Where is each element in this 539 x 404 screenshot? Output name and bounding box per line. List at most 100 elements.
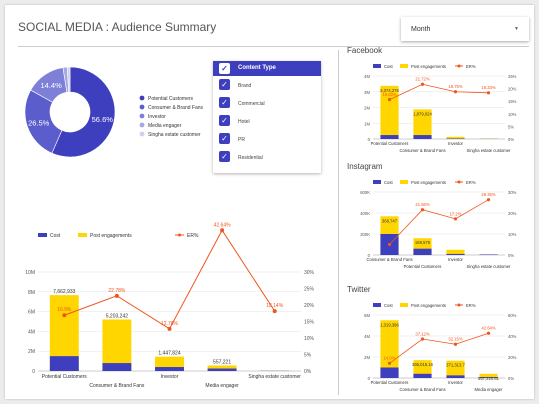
y-tick-label: 3M (364, 90, 370, 95)
instagram-section-title: Instagram (347, 162, 383, 171)
y2-tick-label: 20% (508, 211, 517, 216)
filter-item-pr[interactable]: ✓ PR (213, 130, 321, 148)
x-category-label: Investor (448, 257, 464, 262)
er-value-label: 18.75% (448, 84, 462, 89)
period-dropdown[interactable]: Month ▼ (401, 17, 529, 41)
pie-legend-label: Consumer & Brand Fans (148, 105, 204, 111)
content-type-header[interactable]: ✓ Content Type (213, 61, 321, 76)
y-tick-label: 400K (360, 211, 370, 216)
y-tick-label: 4M (28, 329, 35, 335)
er-point (420, 337, 425, 341)
legend-er-marker (457, 64, 461, 68)
x-category-label: Potential Customers (371, 141, 409, 146)
y2-tick-label: 40% (508, 334, 517, 339)
er-value-label: 15.63% (382, 92, 396, 97)
bar-value-label: 371,313.7 (446, 363, 465, 368)
er-value-label: 12.78% (161, 321, 179, 327)
filter-item-commercial[interactable]: ✓ Commercial (213, 94, 321, 112)
checkbox-icon[interactable]: ✓ (219, 79, 230, 90)
checkbox-icon[interactable]: ✓ (219, 133, 230, 144)
legend-cost-swatch (373, 64, 381, 68)
er-value-label: 17.2% (450, 211, 462, 216)
er-point (114, 293, 119, 298)
y-tick-label: 200K (360, 232, 370, 237)
content-type-filter: ✓ Content Type ✓ Brand ✓ Commercial ✓ Hotel… (213, 61, 321, 173)
bar-value-label: 7,662,933 (53, 289, 75, 295)
x-category-label: Singha estate customer (467, 264, 512, 269)
checkbox-icon[interactable]: ✓ (219, 97, 230, 108)
engagement-bar (380, 320, 399, 378)
cost-bar (413, 135, 432, 139)
y-tick-label: 4M (364, 74, 370, 79)
pie-slice (66, 66, 71, 93)
er-point (220, 228, 225, 233)
checkbox-icon[interactable]: ✓ (219, 115, 230, 126)
engagement-bar (413, 109, 432, 139)
legend-cost-swatch (373, 303, 381, 307)
er-point (486, 198, 491, 202)
filter-item-hotel[interactable]: ✓ Hotel (213, 112, 321, 130)
y2-tick-label: 10% (508, 232, 517, 237)
chevron-down-icon[interactable]: ▼ (514, 26, 519, 32)
engagement-bar (446, 360, 465, 378)
y2-tick-label: 5% (508, 124, 514, 129)
legend-cost-label: Cost (384, 303, 393, 308)
er-line (389, 83, 489, 100)
er-point (387, 361, 392, 365)
pie-slice-label: 14.4% (40, 81, 62, 90)
twitter-combo-chart: Cost Post engagements ER% 0 2M 4M 6M 0% 20% 40% 60… (364, 303, 517, 392)
er-value-label: 32.15% (448, 337, 462, 342)
column-divider (338, 50, 339, 395)
engagement-bar (380, 85, 399, 139)
er-value-label: 37.12% (415, 331, 429, 336)
y-tick-label: 4M (364, 334, 370, 339)
x-category-label: Singha estate customer (467, 148, 512, 153)
bar-value-label: 3,374,276 (380, 88, 399, 93)
filter-item-label: Residential (238, 155, 263, 161)
filter-item-brand[interactable]: ✓ Brand (213, 76, 321, 94)
pie-legend-label: Media engager (148, 123, 182, 129)
er-point (387, 242, 392, 247)
y2-tick-label: 15% (508, 99, 517, 104)
x-category-label: Investor (448, 141, 464, 146)
legend-dot (139, 131, 145, 137)
bar-value-label: 557,221 (213, 359, 231, 365)
engagement-bar (207, 365, 237, 371)
y2-tick-label: 0% (508, 376, 514, 381)
er-value-label: 21.72% (415, 77, 429, 82)
y2-tick-label: 10% (508, 112, 517, 117)
er-point (387, 98, 392, 102)
engagement-bar (479, 373, 498, 378)
legend-er-marker (457, 180, 461, 184)
checkbox-icon[interactable]: ✓ (219, 151, 230, 162)
bar-value-label: 1,319,396 (380, 322, 399, 327)
er-point (420, 208, 425, 212)
dashboard-card: SOCIAL MEDIA : Audience Summary Month ▼ … (5, 5, 534, 399)
er-line (64, 229, 276, 330)
checkbox-all-icon[interactable]: ✓ (219, 63, 230, 74)
er-value-label: 18.14% (266, 303, 284, 309)
er-point (486, 91, 491, 95)
legend-engagement-label: Post engagements (411, 303, 446, 308)
bar-value-label: 1,447,824 (158, 351, 180, 357)
y-tick-label: 0 (368, 253, 371, 258)
x-category-label: Singha estate customer (248, 374, 301, 380)
er-value-label: 26.35% (481, 192, 495, 197)
y-tick-label: 6M (364, 313, 370, 318)
legend-cost-label: Cost (384, 64, 393, 69)
y2-tick-label: 0% (304, 369, 312, 375)
er-line (389, 332, 489, 364)
bar-value-label: 368,747 (382, 218, 398, 223)
er-value-label: 18.33% (481, 85, 495, 90)
y-tick-label: 8M (28, 290, 35, 296)
filter-item-label: Brand (238, 83, 252, 89)
filter-item-residential[interactable]: ✓ Residential (213, 148, 321, 166)
cost-bar (413, 248, 432, 255)
legend-engagement-label: Post engagements (411, 64, 446, 69)
y2-tick-label: 10% (304, 336, 315, 342)
page-title: SOCIAL MEDIA : Audience Summary (18, 20, 217, 34)
legend-dot (139, 122, 145, 128)
engagement-bar (102, 319, 132, 371)
x-category-label: Consumer & Brand Fans (399, 387, 445, 392)
er-point (62, 313, 67, 318)
